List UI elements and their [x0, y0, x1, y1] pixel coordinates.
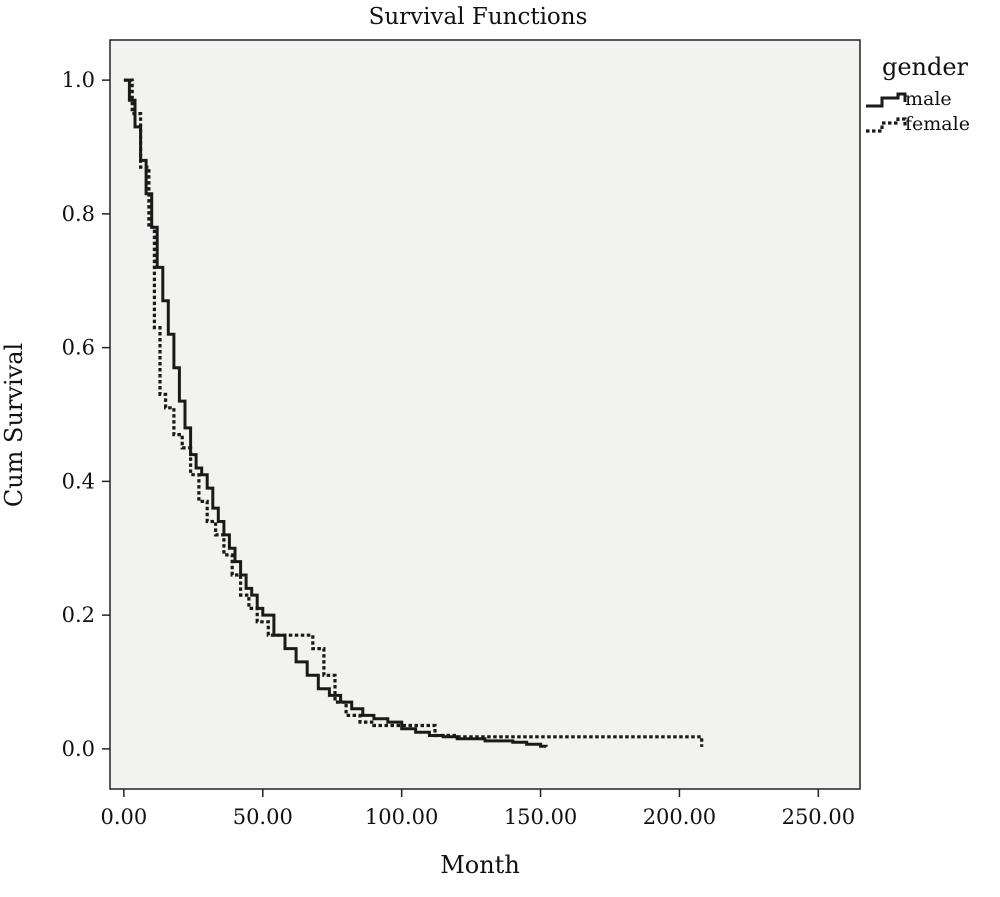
chart-title: Survival Functions — [369, 4, 588, 30]
x-tick-label: 0.00 — [101, 805, 148, 829]
legend: gender male female — [866, 53, 970, 135]
legend-label-male: male — [905, 88, 952, 110]
plot-area — [109, 39, 861, 790]
y-axis-title: Cum Survival — [0, 343, 28, 507]
x-tick-label: 200.00 — [643, 805, 716, 829]
y-tick-label: 0.4 — [62, 469, 95, 493]
x-tick-label: 250.00 — [782, 805, 855, 829]
x-axis-ticks: 0.00 50.00 100.00 150.00 200.00 250.00 — [101, 789, 855, 829]
x-tick-label: 150.00 — [504, 805, 577, 829]
y-tick-label: 0.2 — [62, 603, 95, 627]
series-layer — [123, 78, 704, 748]
series-line-female — [123, 78, 704, 747]
y-axis-ticks: 0.0 0.2 0.4 0.6 0.8 1.0 — [62, 68, 110, 761]
series-line-male — [123, 78, 548, 748]
legend-title: gender — [882, 53, 969, 81]
y-tick-label: 0.8 — [62, 202, 95, 226]
legend-label-female: female — [905, 113, 970, 135]
x-tick-label: 100.00 — [365, 805, 438, 829]
y-tick-label: 0.0 — [62, 737, 95, 761]
y-tick-label: 0.6 — [62, 336, 95, 360]
x-tick-label: 50.00 — [233, 805, 293, 829]
legend-symbol-male — [866, 92, 907, 108]
y-tick-label: 1.0 — [62, 68, 95, 92]
legend-symbol-female — [866, 117, 907, 133]
x-axis-title: Month — [440, 851, 520, 879]
